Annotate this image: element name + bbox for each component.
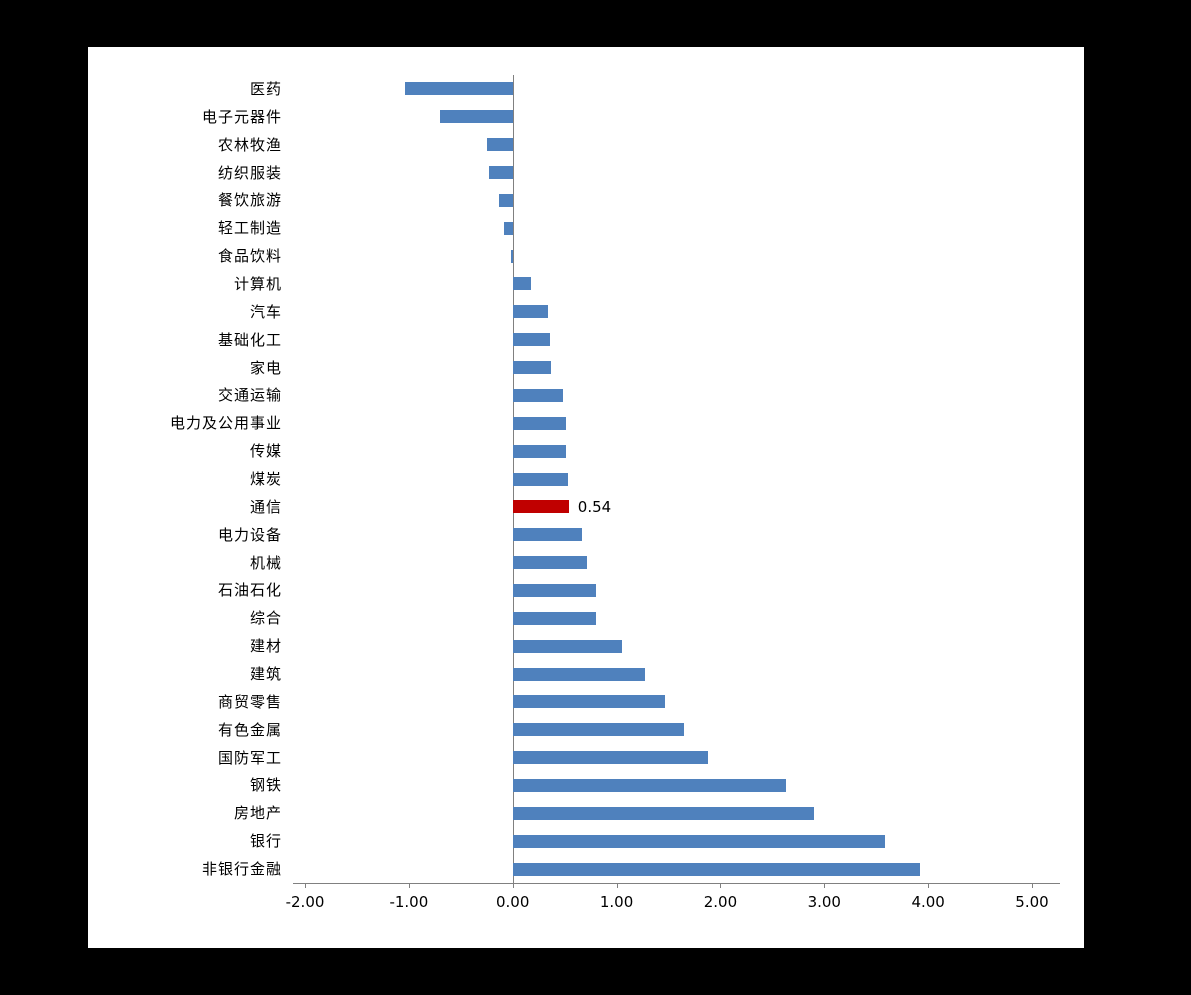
category-label: 医药 <box>249 79 282 98</box>
category-label: 非银行金融 <box>201 860 282 879</box>
bar <box>510 249 513 263</box>
bar <box>512 528 583 542</box>
category-label: 国防军工 <box>217 748 282 767</box>
category-label: 建筑 <box>249 665 282 684</box>
category-label: 交通运输 <box>217 386 282 405</box>
bar <box>512 472 568 486</box>
bar <box>512 556 588 570</box>
category-label: 银行 <box>249 832 282 851</box>
plot-area: 0.54 -2.00 -1.00 0.00 1.00 2.00 3.00 4.00 5.00 <box>286 75 1060 911</box>
bar <box>488 166 513 180</box>
category-label: 餐饮旅游 <box>217 191 282 210</box>
category-label: 通信 <box>249 497 282 516</box>
bar <box>512 305 548 319</box>
category-label: 农林牧渔 <box>217 135 282 154</box>
bar <box>512 444 566 458</box>
category-label: 煤炭 <box>249 470 282 488</box>
category-label: 综合 <box>249 609 282 628</box>
category-label: 电力设备 <box>217 525 282 544</box>
bar <box>499 193 513 207</box>
x-tick-mark <box>928 883 930 888</box>
category-label: 钢铁 <box>249 776 282 795</box>
x-tick-mark <box>1032 883 1033 888</box>
category-label: 家电 <box>249 358 282 377</box>
bar <box>512 834 885 848</box>
bar <box>512 388 563 402</box>
x-tick-mark <box>512 883 514 888</box>
bar <box>404 82 513 96</box>
category-axis-labels: 医药电子元器件农林牧渔纺织服装餐饮旅游轻工制造食品饮料计算机汽车基础化工家电交通… <box>88 75 282 883</box>
x-tick-mark <box>616 883 618 888</box>
x-tick-label: 4.00 <box>911 893 945 911</box>
category-label: 有色金属 <box>217 720 282 739</box>
x-tick-label: 5.00 <box>1015 893 1049 911</box>
bar <box>512 667 645 681</box>
category-label: 房地产 <box>233 804 282 823</box>
bar <box>512 416 566 430</box>
bar <box>504 221 513 235</box>
x-tick-mark <box>408 883 410 888</box>
bar <box>512 778 786 792</box>
bar <box>512 277 532 291</box>
bar <box>512 723 685 737</box>
highlight-value-label: 0.54 <box>577 497 612 516</box>
category-label: 电力及公用事业 <box>169 414 282 433</box>
bar-highlight <box>512 500 569 514</box>
category-label: 纺织服装 <box>217 163 282 182</box>
category-label: 建材 <box>249 637 282 656</box>
bar <box>440 110 513 124</box>
bar <box>512 862 920 876</box>
category-label: 基础化工 <box>217 330 282 349</box>
category-label: 石油石化 <box>217 581 282 600</box>
category-label: 电子元器件 <box>201 107 282 126</box>
x-tick-label: 3.00 <box>807 893 841 911</box>
bar <box>512 751 708 765</box>
category-label: 计算机 <box>233 274 282 293</box>
x-tick-mark <box>824 883 826 888</box>
category-label: 机械 <box>249 553 282 572</box>
bar <box>512 583 596 597</box>
x-tick-mark <box>305 883 306 888</box>
x-axis-line <box>293 883 1060 884</box>
x-tick-label: -1.00 <box>389 893 429 911</box>
bar <box>512 695 666 709</box>
bar <box>486 138 513 152</box>
x-tick-label: -2.00 <box>285 893 325 911</box>
chart-panel: 医药电子元器件农林牧渔纺织服装餐饮旅游轻工制造食品饮料计算机汽车基础化工家电交通… <box>88 47 1084 948</box>
category-label: 轻工制造 <box>217 219 282 238</box>
bar <box>512 639 622 653</box>
bar <box>512 611 596 625</box>
bar <box>512 806 814 820</box>
x-tick-mark <box>720 883 722 888</box>
category-label: 传媒 <box>249 442 282 461</box>
bar <box>512 361 552 375</box>
bar <box>512 333 551 347</box>
category-label: 商贸零售 <box>217 692 282 711</box>
x-tick-label: 0.00 <box>496 893 530 911</box>
x-tick-label: 2.00 <box>703 893 738 911</box>
category-label: 食品饮料 <box>217 247 282 266</box>
category-label: 汽车 <box>249 302 282 321</box>
x-tick-label: 1.00 <box>599 893 634 911</box>
